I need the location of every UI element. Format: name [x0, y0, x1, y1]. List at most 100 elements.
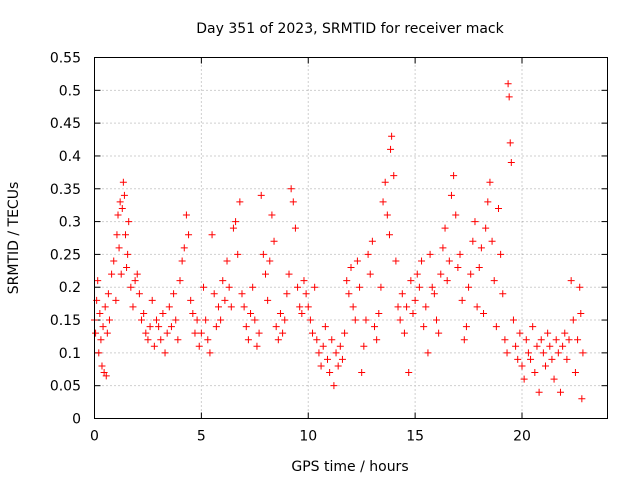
data-point	[497, 250, 505, 258]
data-point	[353, 257, 361, 265]
data-point	[285, 270, 293, 278]
data-point	[167, 323, 175, 331]
data-point	[409, 309, 417, 317]
data-point	[420, 323, 428, 331]
data-point	[146, 323, 154, 331]
data-point	[229, 224, 237, 232]
data-point	[539, 349, 547, 357]
data-point	[542, 362, 550, 370]
data-point	[529, 323, 537, 331]
y-tick-label: 0	[72, 412, 81, 428]
data-point	[182, 211, 190, 219]
data-point	[537, 336, 545, 344]
data-point	[494, 204, 502, 212]
data-point	[458, 296, 466, 304]
data-point	[488, 237, 496, 245]
data-point	[504, 80, 512, 88]
data-point	[477, 244, 485, 252]
data-point	[321, 323, 329, 331]
grid-lines	[94, 57, 608, 419]
data-point	[507, 159, 515, 167]
data-point	[131, 277, 139, 285]
data-point	[527, 355, 535, 363]
data-point	[223, 257, 231, 265]
data-point	[210, 290, 218, 298]
data-point	[435, 329, 443, 337]
data-point	[206, 349, 214, 357]
data-point	[92, 329, 100, 337]
y-tick-label: 0.1	[59, 346, 81, 362]
data-point	[430, 290, 438, 298]
x-tick-label: 15	[406, 429, 424, 445]
data-point	[259, 250, 267, 258]
chart-title: Day 351 of 2023, SRMTID for receiver mac…	[196, 21, 504, 37]
data-point	[294, 283, 302, 291]
data-point	[452, 211, 460, 219]
data-point	[255, 329, 263, 337]
data-point	[368, 237, 376, 245]
x-tick-label: 20	[513, 429, 531, 445]
data-point	[247, 309, 255, 317]
data-point	[124, 250, 132, 258]
data-point	[546, 342, 554, 350]
data-point	[251, 316, 259, 324]
y-tick-label: 0.4	[59, 149, 81, 165]
y-tick-label: 0.3	[59, 215, 81, 231]
data-point	[576, 283, 584, 291]
data-point	[272, 323, 280, 331]
data-point	[561, 329, 569, 337]
data-point	[400, 329, 408, 337]
data-point	[185, 231, 193, 239]
y-tick-label: 0.05	[50, 379, 81, 395]
data-point	[102, 372, 110, 380]
data-point	[232, 218, 240, 226]
data-point	[326, 369, 334, 377]
data-point	[127, 283, 135, 291]
data-point	[396, 316, 404, 324]
data-point	[110, 257, 118, 265]
data-point	[238, 290, 246, 298]
data-point	[264, 296, 272, 304]
data-point	[170, 290, 178, 298]
data-point	[390, 172, 398, 180]
data-point	[119, 178, 127, 186]
data-point	[503, 349, 511, 357]
data-point	[101, 303, 109, 311]
data-point	[144, 336, 152, 344]
data-point	[97, 336, 105, 344]
data-point	[311, 283, 319, 291]
data-point	[343, 277, 351, 285]
data-point	[351, 316, 359, 324]
data-point	[155, 323, 163, 331]
data-point	[187, 296, 195, 304]
data-point	[563, 355, 571, 363]
data-point	[306, 316, 314, 324]
data-point	[490, 277, 498, 285]
data-point	[304, 303, 312, 311]
data-point	[334, 362, 342, 370]
data-point	[533, 342, 541, 350]
data-point	[257, 191, 265, 199]
data-point	[204, 336, 212, 344]
data-point	[249, 283, 257, 291]
data-point	[349, 303, 357, 311]
data-point	[178, 257, 186, 265]
data-point	[176, 277, 184, 285]
data-point	[219, 277, 227, 285]
data-point	[98, 362, 106, 370]
data-point	[202, 316, 210, 324]
data-point	[291, 224, 299, 232]
data-point	[140, 309, 148, 317]
y-tick-label: 0.2	[59, 280, 81, 296]
data-point	[296, 303, 304, 311]
data-point	[319, 342, 327, 350]
data-point	[283, 290, 291, 298]
x-axis-ticks: 0 5 10 15 20	[90, 57, 531, 445]
data-point	[195, 342, 203, 350]
data-point	[103, 329, 111, 337]
data-point	[388, 132, 396, 140]
data-point	[544, 329, 552, 337]
data-point	[266, 257, 274, 265]
data-point	[379, 198, 387, 206]
data-point	[163, 329, 171, 337]
